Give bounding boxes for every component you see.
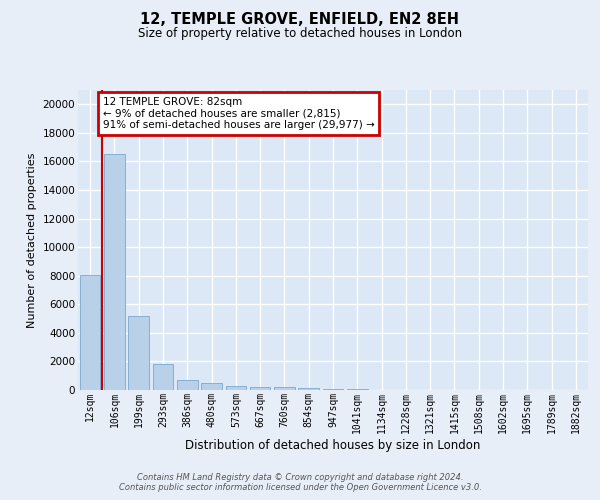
Bar	[274, 388, 295, 390]
Bar	[104, 154, 125, 390]
X-axis label: Distribution of detached houses by size in London: Distribution of detached houses by size …	[185, 440, 481, 452]
Text: 12, TEMPLE GROVE, ENFIELD, EN2 8EH: 12, TEMPLE GROVE, ENFIELD, EN2 8EH	[140, 12, 460, 28]
Bar	[298, 388, 319, 390]
Bar	[177, 380, 197, 390]
Bar	[80, 275, 100, 390]
Text: 12 TEMPLE GROVE: 82sqm
← 9% of detached houses are smaller (2,815)
91% of semi-d: 12 TEMPLE GROVE: 82sqm ← 9% of detached …	[103, 97, 374, 130]
Text: Size of property relative to detached houses in London: Size of property relative to detached ho…	[138, 28, 462, 40]
Bar	[323, 389, 343, 390]
Text: Contains HM Land Registry data © Crown copyright and database right 2024.
Contai: Contains HM Land Registry data © Crown c…	[119, 473, 481, 492]
Y-axis label: Number of detached properties: Number of detached properties	[27, 152, 37, 328]
Bar	[201, 383, 222, 390]
Bar	[152, 364, 173, 390]
Bar	[128, 316, 149, 390]
Bar	[250, 387, 271, 390]
Bar	[226, 386, 246, 390]
